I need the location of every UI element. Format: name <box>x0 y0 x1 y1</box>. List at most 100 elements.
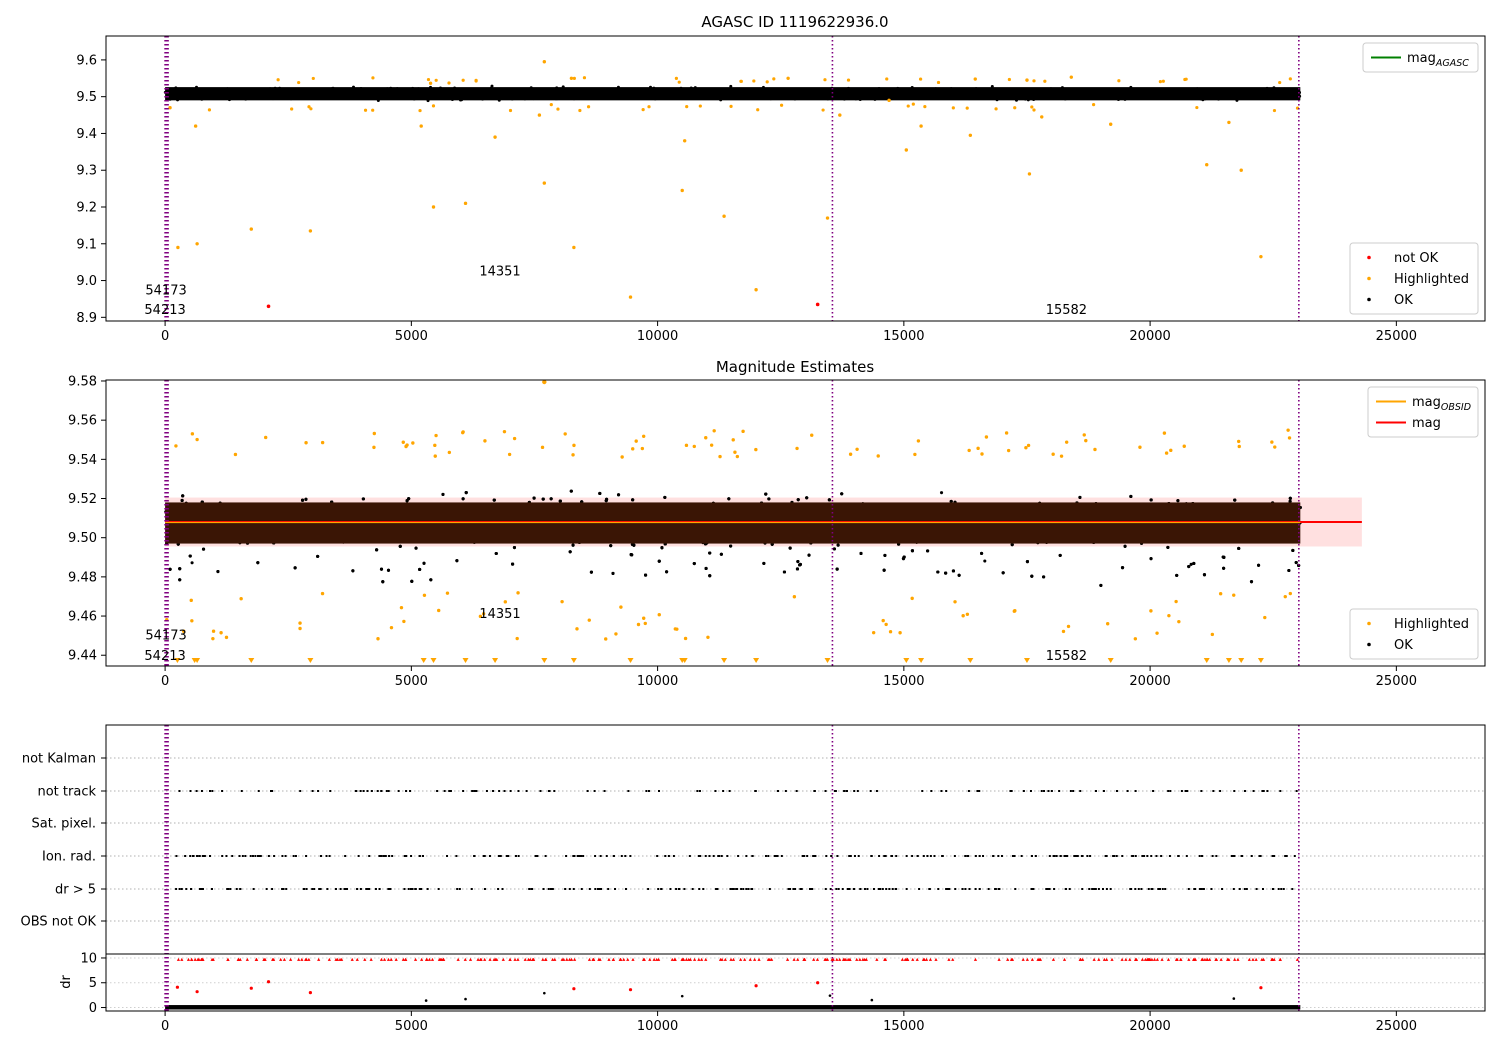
ok-point <box>745 92 749 96</box>
highlighted-point <box>677 80 681 84</box>
ok-point <box>1178 89 1182 93</box>
ok-point <box>446 88 450 92</box>
ok-point <box>179 89 183 93</box>
ok-point <box>1008 92 1012 96</box>
highlighted-point <box>951 106 955 110</box>
ok-point <box>517 95 521 99</box>
ok-point <box>457 92 461 96</box>
ok-point <box>271 97 275 101</box>
ok-point <box>873 97 877 101</box>
ok-point <box>1203 91 1207 95</box>
ok-point <box>833 94 837 98</box>
highlighted-point <box>582 76 587 80</box>
ok-point <box>896 92 900 96</box>
highlighted-point <box>973 77 977 81</box>
ok-point <box>841 90 845 94</box>
panel2-title: Magnitude Estimates <box>716 358 874 376</box>
ok-point <box>395 87 399 91</box>
ok-point <box>931 91 935 95</box>
ok-point <box>1151 93 1155 97</box>
ok-point <box>487 94 491 98</box>
ok-point <box>1241 92 1245 96</box>
ok-point <box>799 91 803 95</box>
p1-ytick-label: 8.9 <box>76 311 97 326</box>
ok-point <box>243 90 247 94</box>
ok-point <box>858 97 862 101</box>
ok-point <box>1113 94 1117 98</box>
ok-point <box>614 90 618 94</box>
p1-bottom-legend-label: not OK <box>1394 251 1439 266</box>
ok-point <box>1027 92 1031 96</box>
ok-point <box>478 91 482 95</box>
ok-point <box>213 88 217 92</box>
ok-point <box>1141 88 1145 92</box>
ok-point <box>1072 90 1076 94</box>
ok-point <box>1256 95 1260 99</box>
ok-point <box>1048 88 1052 92</box>
highlighted-point <box>426 77 431 82</box>
ok-point <box>196 92 200 96</box>
ok-point <box>1278 92 1282 96</box>
ok-point <box>1052 96 1056 100</box>
ok-point <box>946 88 950 92</box>
highlighted-point <box>309 107 313 111</box>
ok-point <box>498 90 502 94</box>
ok-point <box>712 90 716 94</box>
ok-point <box>1003 91 1007 95</box>
highlighted-point <box>463 201 468 206</box>
ok-point <box>1108 95 1112 99</box>
highlighted-point <box>765 80 769 84</box>
ok-point <box>881 93 885 97</box>
highlighted-point <box>1205 163 1209 167</box>
ok-point <box>333 95 337 99</box>
ok-point <box>1106 89 1110 93</box>
ok-point <box>1120 93 1124 97</box>
highlighted-point <box>1239 168 1243 172</box>
ok-point <box>652 86 656 90</box>
ok-point <box>1105 96 1109 100</box>
ok-point <box>1011 91 1015 95</box>
ok-point <box>948 91 952 95</box>
ok-point <box>572 97 576 101</box>
ok-point <box>1132 90 1136 94</box>
ok-point <box>421 92 425 96</box>
ok-point <box>791 93 795 97</box>
ok-point <box>294 89 298 93</box>
highlighted-point <box>290 107 294 111</box>
ok-point <box>957 93 961 97</box>
ok-point <box>922 91 926 95</box>
ok-point <box>972 90 976 94</box>
panel1-x-ticks: 0 5000 10000 15000 20000 25000 <box>161 321 1417 344</box>
ok-point <box>611 95 615 99</box>
ok-point <box>707 91 711 95</box>
ok-point <box>1088 96 1092 100</box>
ok-point <box>996 96 1000 100</box>
ok-point <box>793 97 797 101</box>
ok-point <box>648 85 652 89</box>
p1-ytick-label: 9.6 <box>76 53 97 68</box>
highlighted-point <box>311 76 315 81</box>
highlighted-point <box>906 104 910 108</box>
ok-point <box>438 91 442 95</box>
ok-point <box>1133 93 1137 97</box>
ok-point <box>658 93 662 97</box>
ok-point <box>694 95 698 99</box>
ok-point <box>1026 98 1030 102</box>
highlighted-point <box>674 76 678 80</box>
ok-point <box>769 97 773 101</box>
p1-ytick-label: 9.3 <box>76 164 97 179</box>
ok-point <box>183 92 187 96</box>
ok-point <box>529 89 533 93</box>
ok-point <box>1023 97 1027 101</box>
ok-point <box>587 94 591 98</box>
highlighted-point <box>1227 120 1231 125</box>
ok-point <box>864 93 868 97</box>
ok-point <box>293 94 297 98</box>
ok-point <box>967 97 971 101</box>
ok-point <box>631 91 635 95</box>
ok-point <box>787 92 791 96</box>
highlighted-point <box>431 104 436 108</box>
ok-point <box>917 97 921 101</box>
highlighted-point <box>542 181 547 185</box>
ok-point <box>412 97 416 101</box>
